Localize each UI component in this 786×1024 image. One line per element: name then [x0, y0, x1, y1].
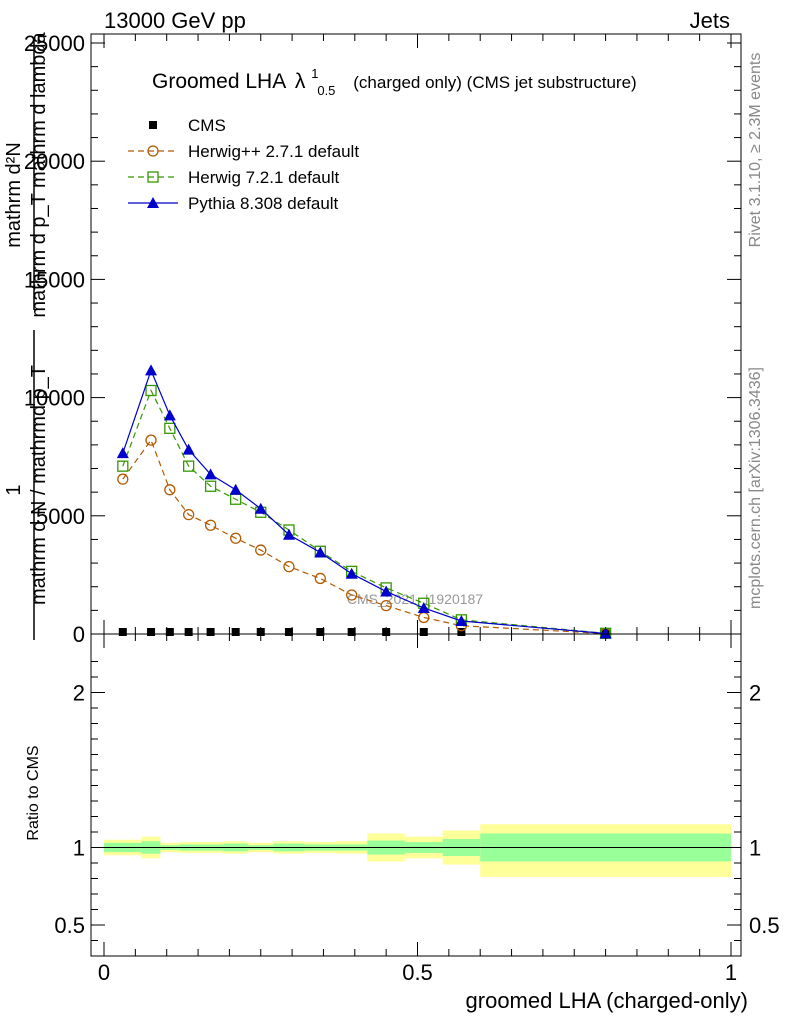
cms-data-point: [316, 628, 325, 636]
x-axis-label: groomed LHA (charged-only): [466, 988, 748, 1013]
series-point: [282, 528, 295, 540]
main-axis-tick-labels: 0 5000 10000 15000 20000 25000: [24, 31, 85, 647]
cms-data-point: [147, 628, 156, 636]
series-line: [122, 368, 606, 635]
series-point: [182, 508, 195, 521]
ratio-ytick-label: 0.5: [54, 913, 85, 938]
series-point: [346, 589, 358, 601]
series-point: [599, 627, 612, 639]
legend-label: CMS: [188, 116, 226, 135]
series-point: [345, 567, 358, 579]
series-point: [417, 601, 430, 613]
main-axis-ticks: [91, 34, 741, 635]
series-point: [204, 480, 217, 492]
cms-data-point: [382, 628, 391, 636]
ratio-ytick-label-right: 2: [749, 681, 761, 706]
ratio-ylabel: Ratio to CMS: [25, 745, 42, 840]
series-point: [255, 544, 267, 556]
series-point: [117, 473, 129, 485]
header-left: 13000 GeV pp: [104, 8, 246, 33]
cms-data-point: [457, 628, 466, 636]
rivet-label: Rivet 3.1.10, ≥ 2.3M events: [747, 53, 764, 248]
title-suffix: (charged only) (CMS jet substructure): [353, 73, 636, 92]
series-point: [145, 384, 157, 397]
series-point: [182, 460, 195, 472]
series-point: [182, 443, 195, 455]
main-ytick-label: 10000: [24, 386, 85, 411]
series-point: [230, 532, 242, 544]
cms-data-point: [347, 628, 356, 636]
title-symbol: λ: [295, 70, 306, 93]
title-main: Groomed LHA: [152, 70, 286, 93]
mcplots-label: mcplots.cern.ch [arXiv:1306.3436]: [747, 367, 764, 609]
cms-data-point: [256, 628, 265, 636]
main-ytick-label: 15000: [24, 267, 85, 292]
legend: CMS Herwig++ 2.7.1 default Herwig 7.2.1 de…: [128, 116, 359, 213]
title-sup: 1: [311, 66, 318, 81]
chart-title: Groomed LHA λ 1 0.5 (charged only) (CMS …: [152, 60, 637, 100]
ratio-ytick-label: 1: [73, 836, 85, 861]
legend-marker: [147, 145, 159, 157]
series-point: [116, 447, 129, 459]
series-line: [122, 438, 606, 635]
ylabel-prefix-num: 1: [3, 484, 25, 495]
ratio-axis-ticks: [91, 634, 741, 956]
series-line: [122, 389, 606, 634]
series-point: [204, 468, 217, 480]
main-ytick-label: 25000: [24, 31, 85, 56]
series-point: [164, 422, 176, 434]
series-point: [145, 434, 157, 446]
header-right: Jets: [690, 8, 730, 33]
series-point: [229, 483, 242, 495]
legend-label: Pythia 8.308 default: [188, 194, 339, 213]
series-point: [164, 484, 176, 496]
cms-data-point: [231, 628, 240, 636]
series-point: [418, 611, 430, 624]
main-ylabel: 1 mathrm d N / mathrmd p_T mathrm d²N ma…: [3, 31, 50, 640]
series-point: [204, 519, 217, 531]
series-point: [380, 599, 392, 612]
cms-data-point: [206, 628, 215, 636]
x-tick-label: 0: [98, 960, 110, 985]
x-axis-tick-labels: 0 0.5 1: [98, 960, 737, 985]
cms-data-point: [419, 628, 428, 636]
series-point: [314, 572, 326, 585]
ratio-ytick-label-right: 0.5: [749, 913, 780, 938]
cms-data-point: [184, 628, 193, 636]
series-point: [380, 585, 393, 597]
series-layer: [116, 364, 612, 640]
cms-data-point: [284, 628, 293, 636]
ratio-bands: [104, 824, 731, 877]
series-point: [455, 614, 468, 626]
x-tick-label: 0.5: [402, 960, 433, 985]
main-ytick-label: 20000: [24, 149, 85, 174]
ratio-axis-tick-labels: 0.5 0.5 1 1 2 2: [54, 681, 779, 939]
series-point: [283, 560, 295, 573]
series-point: [254, 502, 267, 514]
legend-label: Herwig++ 2.7.1 default: [188, 142, 359, 161]
legend-marker-cms: [149, 121, 157, 129]
title-sub: 0.5: [317, 83, 335, 98]
ylabel-top: mathrm d²N: [3, 142, 25, 248]
legend-marker: [147, 171, 159, 183]
main-ytick-label: 0: [73, 622, 85, 647]
cms-data-point: [118, 628, 127, 636]
x-tick-label: 1: [725, 960, 737, 985]
series-point: [314, 546, 327, 558]
cms-data-point: [165, 628, 174, 636]
series-point: [145, 364, 158, 376]
series-point: [163, 409, 176, 421]
series-point: [117, 460, 129, 472]
legend-marker: [147, 197, 159, 208]
ratio-frame: [90, 633, 742, 957]
svg-text:Groomed LHA λ 1: Groomed LHA λ 1 0.5 (charged only) (CMS …: [152, 60, 637, 100]
main-ytick-label: 5000: [36, 504, 85, 529]
ratio-ytick-label-right: 1: [749, 836, 761, 861]
legend-label: Herwig 7.2.1 default: [188, 168, 339, 187]
ratio-ytick-label: 2: [73, 681, 85, 706]
